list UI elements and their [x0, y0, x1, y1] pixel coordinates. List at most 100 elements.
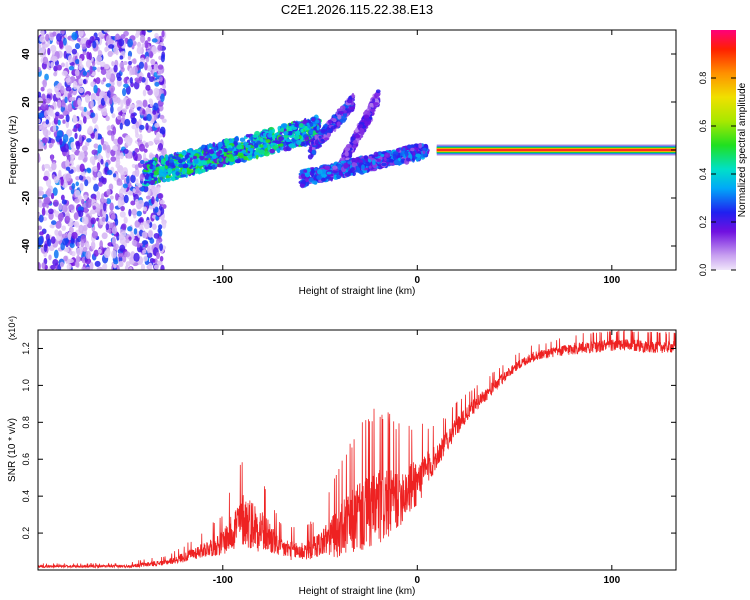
spectral-blob	[269, 148, 275, 154]
spectral-blob	[293, 134, 300, 140]
noise-blob	[134, 164, 139, 170]
spectral-blob	[307, 154, 313, 160]
noise-blob	[131, 124, 138, 130]
spectral-blob	[337, 110, 345, 115]
noise-blob	[50, 61, 54, 69]
noise-blob	[106, 169, 113, 176]
noise-blob	[114, 218, 119, 226]
spectral-blob	[300, 141, 306, 147]
noise-blob	[145, 195, 151, 200]
spectral-blob	[324, 137, 330, 141]
spectral-blob	[223, 138, 230, 145]
noise-blob	[52, 259, 59, 266]
noise-blob	[117, 199, 122, 209]
spectral-blob	[380, 153, 385, 157]
noise-blob	[121, 223, 127, 230]
noise-blob	[109, 195, 114, 200]
noise-blob	[96, 266, 104, 270]
noise-blob	[74, 189, 81, 198]
noise-blob	[119, 211, 126, 218]
spectral-blob	[193, 158, 199, 164]
noise-blob	[106, 144, 111, 154]
spectral-blob	[228, 153, 233, 158]
spectral-blob	[182, 163, 189, 169]
noise-blob	[122, 183, 128, 189]
noise-blob	[153, 72, 158, 78]
noise-blob	[127, 226, 133, 232]
spectral-blob	[348, 154, 352, 158]
spectral-blob	[223, 147, 228, 153]
snr-marks	[38, 330, 676, 570]
noise-blob	[94, 131, 99, 141]
spectral-blob	[169, 159, 174, 163]
spectral-blob	[219, 156, 223, 162]
noise-blob	[102, 77, 107, 82]
noise-blob	[100, 91, 106, 97]
spectral-blob	[278, 136, 285, 141]
noise-blob	[72, 128, 78, 133]
noise-blob	[112, 126, 117, 136]
spectral-blob	[262, 132, 267, 137]
noise-blob	[54, 229, 59, 236]
snr-axes: -100 0 100 0.2 0.4 0.6 0.8 1.0 1.2	[21, 330, 676, 586]
noise-blob	[38, 153, 41, 163]
noise-blob	[82, 224, 88, 232]
noise-blob	[78, 209, 84, 218]
spectral-blob	[276, 149, 281, 153]
noise-blob	[57, 119, 61, 126]
noise-blob	[48, 208, 54, 215]
spectral-blob	[325, 176, 331, 180]
noise-blob	[65, 114, 70, 123]
noise-blob	[160, 264, 165, 270]
noise-blob	[65, 173, 72, 182]
noise-blob	[148, 204, 154, 210]
noise-blob	[103, 94, 108, 102]
noise-blob	[135, 178, 139, 186]
noise-blob	[83, 206, 89, 214]
noise-blob	[118, 188, 124, 198]
noise-blob	[58, 114, 65, 120]
colorbar-ticks: 0.0 0.2 0.4 0.6 0.8	[698, 72, 736, 276]
noise-blob	[131, 117, 137, 125]
noise-blob	[96, 162, 101, 171]
spectral-blob	[300, 173, 306, 179]
spectral-blob	[287, 130, 293, 136]
snr-y-tick-label: 0.2	[21, 527, 31, 540]
noise-blob	[123, 194, 129, 204]
noise-blob	[157, 44, 163, 51]
noise-blob	[71, 147, 76, 153]
noise-blob	[91, 231, 98, 239]
spectral-blob	[422, 149, 426, 155]
spectral-blob	[280, 123, 288, 129]
spectral-blob	[385, 153, 389, 157]
noise-blob	[147, 36, 151, 42]
spectral-blob	[272, 134, 276, 140]
noise-blob	[75, 176, 80, 181]
noise-blob	[112, 173, 117, 178]
carrier-band-6	[436, 149, 676, 151]
noise-blob	[74, 43, 81, 50]
noise-blob	[144, 40, 149, 49]
noise-blob	[99, 240, 103, 250]
noise-blob	[97, 153, 102, 162]
noise-blob	[65, 166, 71, 171]
spectral-blob	[253, 143, 259, 149]
spectral-blob	[320, 169, 327, 175]
noise-blob	[52, 199, 59, 207]
noise-blob	[60, 194, 65, 201]
noise-blob	[56, 99, 62, 109]
spectral-blob	[361, 164, 365, 170]
spectral-blob	[355, 156, 360, 161]
noise-blob	[87, 168, 92, 174]
noise-blob	[130, 200, 136, 206]
noise-blob	[77, 156, 83, 161]
noise-blob	[161, 147, 167, 157]
noise-blob	[132, 58, 137, 65]
noise-blob	[89, 65, 93, 75]
noise-blob	[119, 244, 126, 253]
noise-blob	[119, 152, 124, 160]
noise-blob	[144, 62, 148, 71]
noise-blob	[139, 133, 143, 141]
noise-blob	[67, 55, 73, 64]
noise-blob	[153, 87, 160, 97]
